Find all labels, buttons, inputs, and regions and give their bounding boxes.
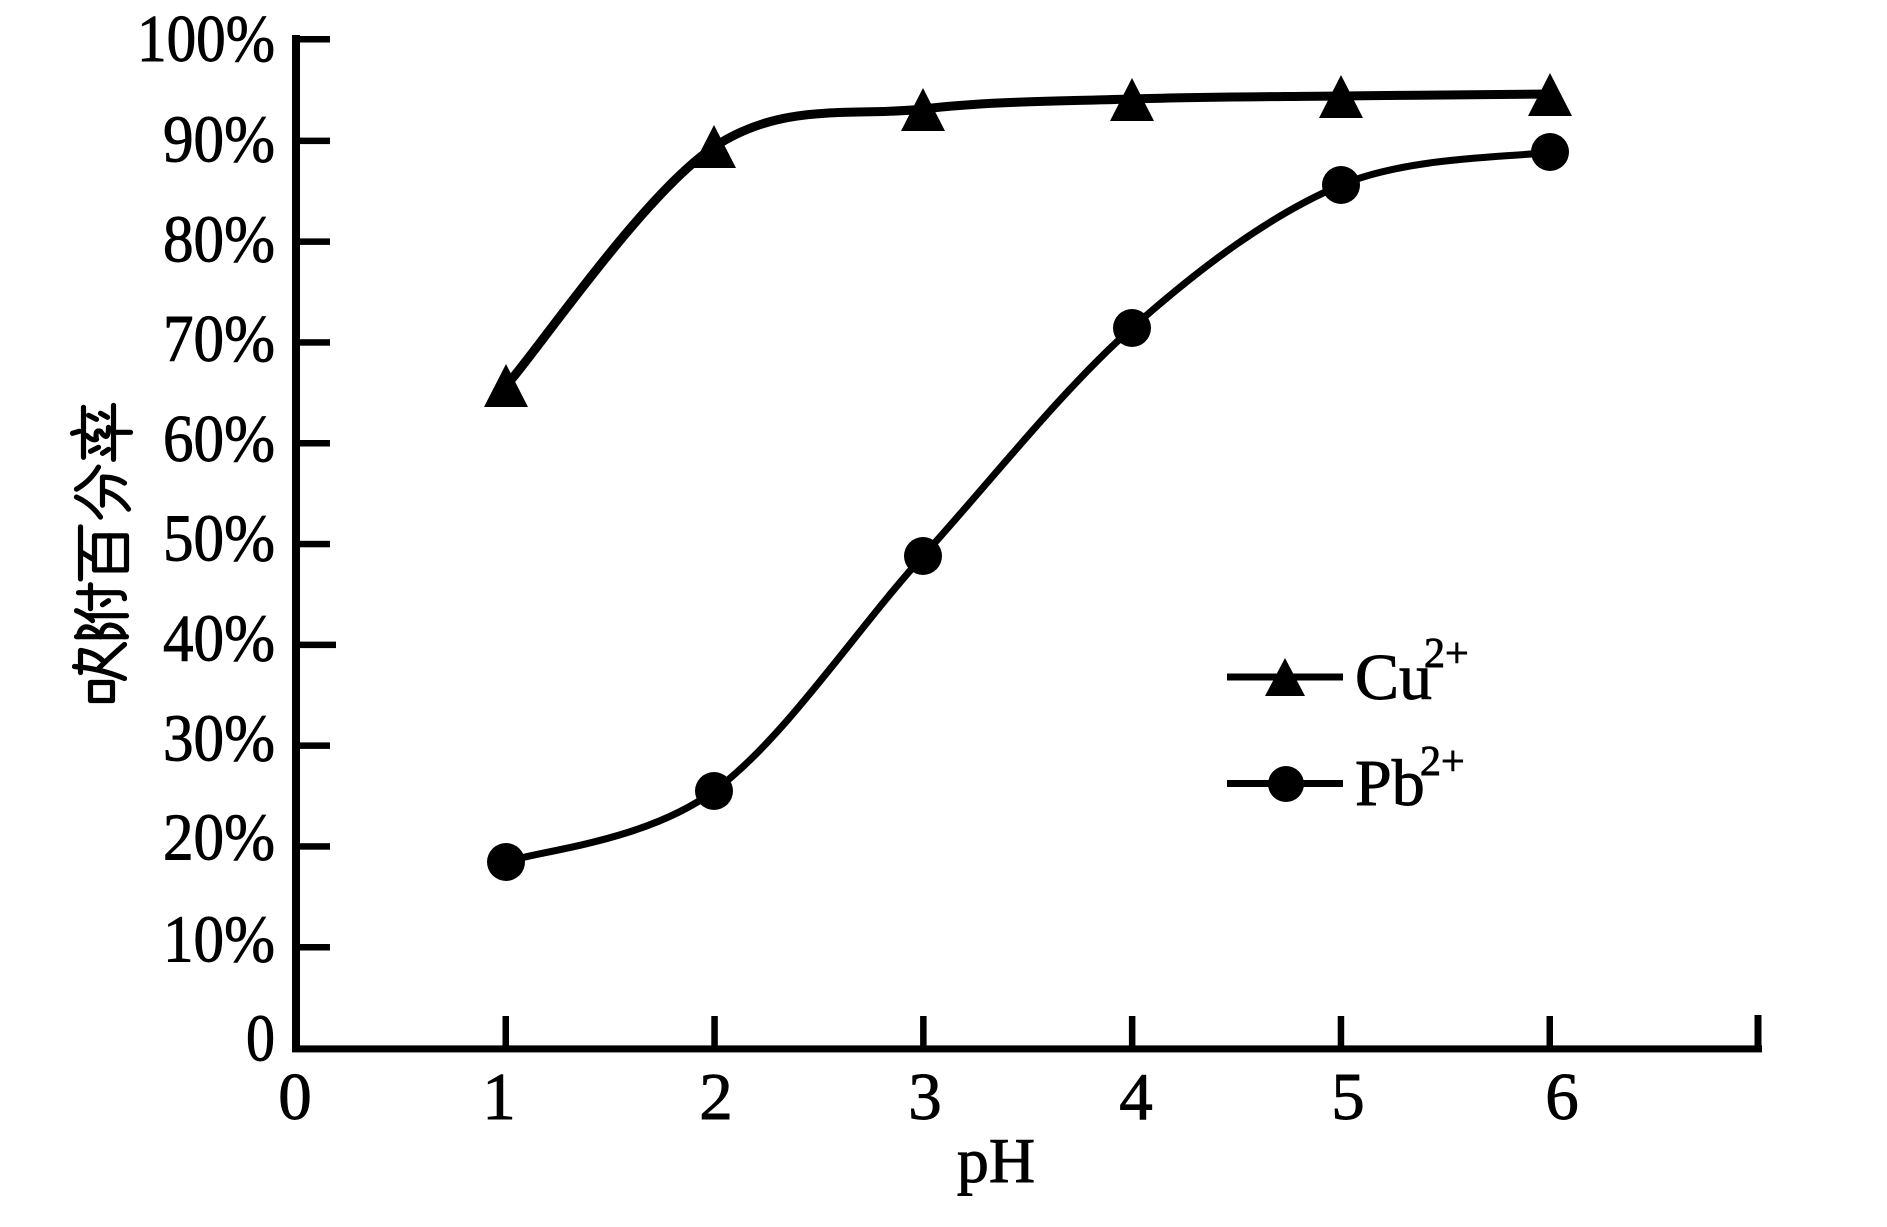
svg-text:20%: 20% — [163, 801, 275, 875]
svg-text:Cu: Cu — [1355, 641, 1432, 714]
svg-text:40%: 40% — [163, 602, 275, 676]
svg-text:4: 4 — [1119, 1060, 1153, 1134]
svg-text:0: 0 — [246, 1002, 275, 1076]
svg-text:pH: pH — [957, 1125, 1035, 1196]
svg-text:10%: 10% — [163, 902, 275, 976]
svg-text:0: 0 — [278, 1060, 312, 1134]
svg-text:100%: 100% — [137, 2, 275, 76]
svg-text:6: 6 — [1545, 1060, 1579, 1134]
svg-text:70%: 70% — [163, 302, 275, 376]
svg-text:3: 3 — [908, 1060, 942, 1134]
svg-text:50%: 50% — [163, 502, 275, 576]
svg-text:2+: 2+ — [1420, 739, 1465, 785]
svg-text:60%: 60% — [163, 402, 275, 476]
svg-text:Pb: Pb — [1355, 747, 1425, 820]
svg-text:30%: 30% — [163, 701, 275, 775]
svg-text:90%: 90% — [163, 103, 275, 177]
svg-text:80%: 80% — [163, 203, 275, 277]
svg-text:2: 2 — [699, 1060, 733, 1134]
svg-text:1: 1 — [482, 1060, 516, 1134]
svg-text:2+: 2+ — [1424, 631, 1469, 677]
svg-text:5: 5 — [1331, 1060, 1365, 1134]
